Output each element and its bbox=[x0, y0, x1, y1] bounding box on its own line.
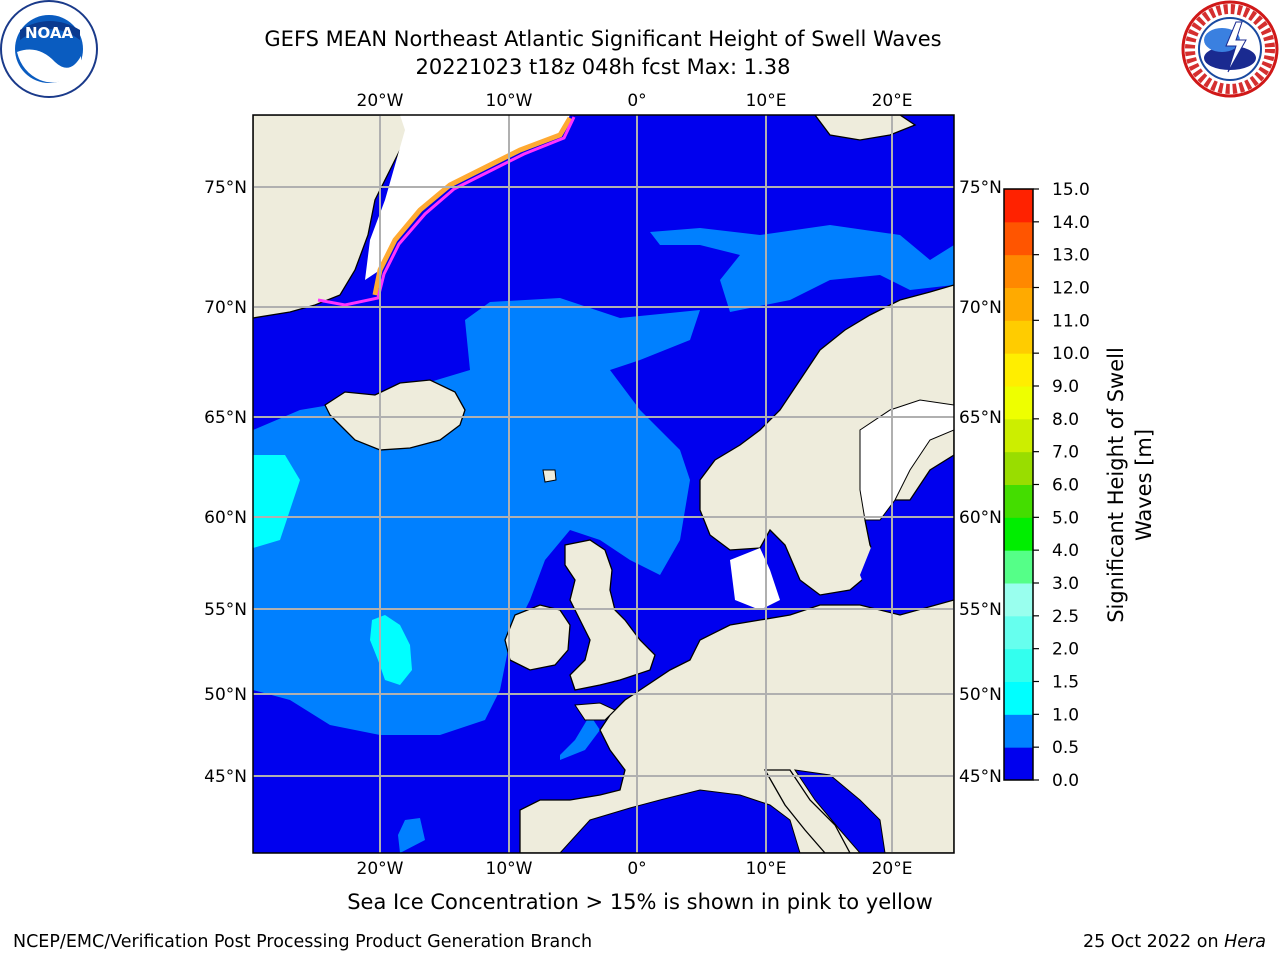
colorbar-tick-label: 7.0 bbox=[1052, 443, 1079, 463]
land-faroe bbox=[542, 469, 557, 483]
svg-text:NOAA: NOAA bbox=[25, 24, 74, 42]
lat-label-left: 45°N bbox=[204, 767, 247, 787]
lat-label-left: 60°N bbox=[204, 508, 247, 528]
land-brittany bbox=[574, 702, 616, 721]
lon-label-top: 20°W bbox=[357, 91, 404, 111]
land-ireland bbox=[504, 604, 571, 671]
sea-ice-white bbox=[365, 115, 570, 280]
colorbar-bin bbox=[1004, 353, 1033, 387]
map-area[interactable] bbox=[253, 115, 954, 853]
lon-label-top: 10°W bbox=[486, 91, 533, 111]
sea-ice-edge bbox=[372, 116, 573, 296]
land-great-britain bbox=[564, 539, 656, 691]
colorbar-tick-label: 0.5 bbox=[1052, 738, 1079, 758]
swell-region-mid-north bbox=[650, 225, 954, 312]
footer-date: 25 Oct 2022 on Hera bbox=[1083, 932, 1266, 952]
colorbar-tick-label: 12.0 bbox=[1052, 279, 1090, 299]
colorbar-tick-label: 2.5 bbox=[1052, 607, 1079, 627]
colorbar-bin bbox=[1004, 418, 1033, 453]
colorbar-label-line1: Significant Height of Swell bbox=[1104, 347, 1128, 623]
swell-region-cyan-west bbox=[253, 455, 300, 548]
colorbar-tick-label: 2.0 bbox=[1052, 640, 1079, 660]
colorbar-bin bbox=[1004, 714, 1033, 748]
lat-label-right: 70°N bbox=[959, 298, 1002, 318]
lat-label-left: 50°N bbox=[204, 685, 247, 705]
lon-label-bottom: 20°E bbox=[872, 859, 913, 879]
colorbar-ticks: 0.0 0.5 1.0 1.5 2.0 2.5 3.0 4.0 5.0 6.0 7.0 8.0 9.0 1… bbox=[1033, 180, 1090, 791]
lon-label-bottom: 10°E bbox=[746, 859, 787, 879]
lat-label-left: 75°N bbox=[204, 178, 247, 198]
map-frame bbox=[252, 114, 955, 854]
colorbar-bin bbox=[1004, 189, 1033, 223]
lon-label-top: 10°E bbox=[746, 91, 787, 111]
colorbar-bin bbox=[1004, 221, 1033, 256]
colorbar-tick-label: 10.0 bbox=[1052, 344, 1090, 364]
footer-host: Hera bbox=[1224, 932, 1266, 952]
footer-date-text: 25 Oct 2022 on bbox=[1083, 932, 1219, 952]
colorbar-tick-label: 6.0 bbox=[1052, 476, 1079, 496]
lat-label-left: 55°N bbox=[204, 600, 247, 620]
colorbar-bin bbox=[1004, 451, 1033, 485]
noaa-logo: NOAA bbox=[0, 0, 98, 98]
colorbar-tick-label: 1.0 bbox=[1052, 705, 1079, 725]
colorbar-bin bbox=[1004, 320, 1033, 354]
colorbar-label-line2: Waves [m] bbox=[1132, 429, 1156, 541]
sea-mediterranean bbox=[559, 789, 801, 853]
lat-label-right: 75°N bbox=[959, 178, 1002, 198]
colorbar-tick-label: 9.0 bbox=[1052, 377, 1079, 397]
nws-logo bbox=[1181, 0, 1279, 98]
lat-label-right: 55°N bbox=[959, 600, 1002, 620]
land-iceland bbox=[324, 379, 466, 451]
land-italy bbox=[763, 769, 851, 853]
lat-label-right: 45°N bbox=[959, 767, 1002, 787]
lat-label-right: 65°N bbox=[959, 408, 1002, 428]
sea-baltic bbox=[860, 525, 954, 610]
colorbar-tick-label: 15.0 bbox=[1052, 180, 1090, 200]
lon-label-bottom: 0° bbox=[627, 859, 646, 879]
lat-label-left: 65°N bbox=[204, 408, 247, 428]
lon-label-bottom: 10°W bbox=[486, 859, 533, 879]
sea-ice-note: Sea Ice Concentration > 15% is shown in … bbox=[347, 890, 933, 914]
colorbar-tick-label: 13.0 bbox=[1052, 246, 1090, 266]
colorbar-bin bbox=[1004, 615, 1033, 650]
lon-label-top: 20°E bbox=[872, 91, 913, 111]
lon-label-bottom: 20°W bbox=[357, 859, 404, 879]
colorbar-tick-label: 3.0 bbox=[1052, 574, 1079, 594]
graticule bbox=[253, 115, 954, 853]
sea-skagerrak-nodata bbox=[730, 548, 780, 610]
colorbar-tick-label: 8.0 bbox=[1052, 410, 1079, 430]
swell-region-mid-south bbox=[398, 818, 425, 853]
chart-subtitle: 20221023 t18z 048h fcst Max: 1.38 bbox=[415, 55, 791, 79]
colorbar-tick-label: 1.5 bbox=[1052, 673, 1079, 693]
colorbar-bin bbox=[1004, 517, 1033, 551]
colorbar-bin bbox=[1004, 287, 1033, 321]
sea-baltic-nodata bbox=[859, 399, 954, 521]
colorbar-tick-label: 4.0 bbox=[1052, 541, 1079, 561]
chart-title: GEFS MEAN Northeast Atlantic Significant… bbox=[264, 27, 942, 51]
colorbar-bin bbox=[1004, 583, 1033, 617]
swell-region-mid-biscay bbox=[560, 715, 600, 760]
colorbar-bin bbox=[1004, 484, 1033, 518]
lon-label-top: 0° bbox=[627, 91, 646, 111]
colorbar-tick-label: 5.0 bbox=[1052, 508, 1079, 528]
sea-ice-edge-pink bbox=[317, 116, 576, 307]
colorbar-bin bbox=[1004, 550, 1033, 584]
land-svalbard bbox=[814, 115, 917, 141]
colorbar-bin bbox=[1004, 747, 1033, 781]
lat-label-left: 70°N bbox=[204, 298, 247, 318]
colorbar-tick-label: 11.0 bbox=[1052, 311, 1090, 331]
footer-credit: NCEP/EMC/Verification Post Processing Pr… bbox=[13, 932, 593, 952]
colorbar bbox=[1004, 189, 1033, 781]
colorbar-tick-label: 14.0 bbox=[1052, 213, 1090, 233]
lat-label-right: 50°N bbox=[959, 685, 1002, 705]
colorbar-bin bbox=[1004, 681, 1033, 715]
colorbar-bin bbox=[1004, 254, 1033, 288]
colorbar-bin bbox=[1004, 648, 1033, 682]
sea-adriatic bbox=[793, 769, 886, 853]
colorbar-tick-label: 0.0 bbox=[1052, 771, 1079, 791]
lat-label-right: 60°N bbox=[959, 508, 1002, 528]
colorbar-bin bbox=[1004, 386, 1033, 420]
